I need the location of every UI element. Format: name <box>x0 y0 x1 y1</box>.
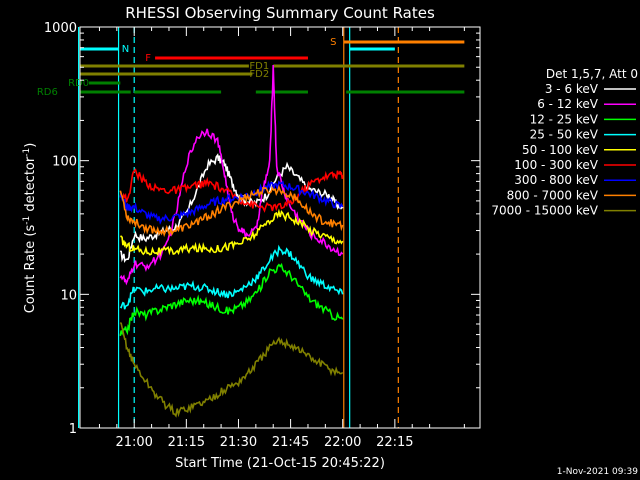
x-tick-label: 21:00 <box>115 435 152 450</box>
series-line <box>119 322 344 418</box>
legend-label: 100 - 300 keV <box>514 158 598 172</box>
series-line <box>120 208 344 257</box>
legend-label: 25 - 50 keV <box>530 128 599 142</box>
state-label-fd2: FD2 <box>249 69 269 80</box>
series-line <box>119 168 344 213</box>
x-tick-label: 22:15 <box>376 435 413 450</box>
state-label-s: S <box>330 37 336 48</box>
legend-label: 12 - 25 keV <box>530 112 599 126</box>
x-tick-label: 21:30 <box>220 435 257 450</box>
state-label-fd1: FD1 <box>249 61 269 72</box>
date-stamp: 1-Nov-2021 09:39 <box>557 467 639 477</box>
legend-label: 50 - 100 keV <box>522 143 599 157</box>
x-tick-label: 22:00 <box>324 435 361 450</box>
y-tick-label: 1 <box>69 422 77 437</box>
legend-header: Det 1,5,7, Att 0 <box>546 67 638 81</box>
state-label-rd6: RD6 <box>37 87 58 98</box>
state-label-rd0: RD0 <box>68 78 89 89</box>
y-tick-label: 10 <box>60 288 77 303</box>
legend-label: 300 - 800 keV <box>514 173 598 187</box>
x-axis-label: Start Time (21-Oct-15 20:45:22) <box>175 456 385 471</box>
y-axis-label: Count Rate (s-1 detector-1) <box>22 143 38 314</box>
series-line <box>119 64 344 286</box>
legend-label: 3 - 6 keV <box>545 82 599 96</box>
plot-frame <box>79 26 481 429</box>
x-tick-label: 21:15 <box>168 435 205 450</box>
series-line <box>119 180 344 225</box>
state-label-n: N <box>122 44 129 55</box>
series-line <box>119 244 344 310</box>
state-label-f: F <box>145 53 151 64</box>
series-line <box>119 262 344 337</box>
legend-label: 6 - 12 keV <box>537 97 599 111</box>
y-tick-label: 100 <box>52 155 77 170</box>
y-tick-label: 1000 <box>44 21 77 36</box>
chart-title: RHESSI Observing Summary Count Rates <box>125 4 435 22</box>
x-tick-label: 21:45 <box>272 435 309 450</box>
series-line <box>119 184 344 238</box>
legend-label: 7000 - 15000 keV <box>491 204 598 218</box>
axes: 1 10 100 1000 21:00 21:15 21:30 21:45 22:00 22:15 <box>44 21 481 450</box>
legend-label: 800 - 7000 keV <box>507 188 599 202</box>
series-lines <box>119 64 344 418</box>
